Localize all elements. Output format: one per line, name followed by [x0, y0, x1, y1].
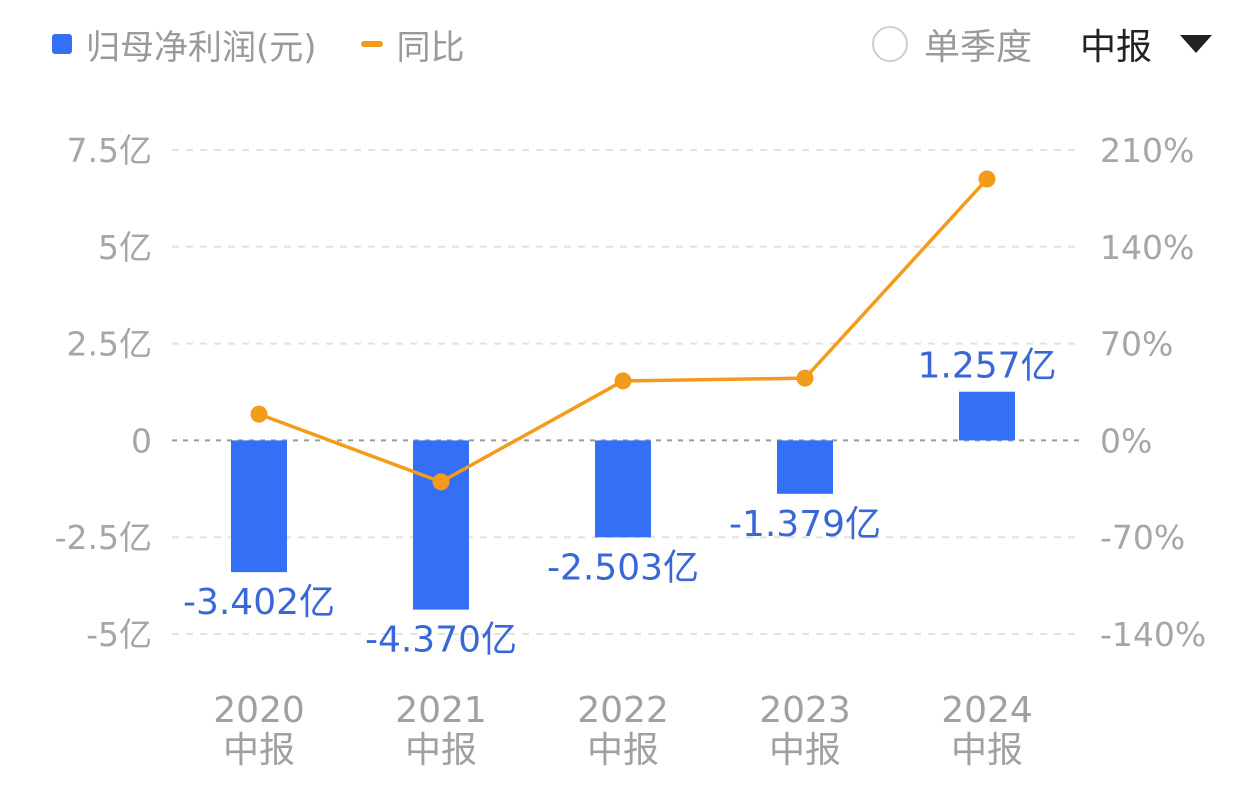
- x-tick-sublabel: 中报: [951, 730, 1023, 771]
- left-tick-label: 2.5亿: [67, 325, 152, 364]
- line-legend-swatch: [360, 41, 383, 47]
- dropdown-caret-icon[interactable]: [1180, 35, 1212, 53]
- period-select[interactable]: 中报: [1079, 27, 1152, 68]
- x-tick-label: 2024: [941, 690, 1033, 731]
- right-tick-label: 210%: [1100, 131, 1194, 170]
- bar: [413, 440, 469, 610]
- x-tick-label: 2022: [577, 690, 669, 731]
- single-quarter-radio[interactable]: [871, 26, 908, 62]
- bar: [959, 391, 1015, 441]
- yoy-point: [796, 369, 814, 387]
- yoy-point: [978, 170, 996, 188]
- yoy-point: [432, 473, 450, 491]
- bar: [777, 440, 833, 494]
- yoy-point: [614, 372, 632, 390]
- right-tick-label: 70%: [1100, 325, 1173, 364]
- bar-series: -3.402亿 -4.370亿 -2.503亿 -1.379亿 1.257亿: [183, 346, 1057, 661]
- bar-legend-swatch: [52, 34, 72, 54]
- bar-value-label: -1.379亿: [729, 504, 881, 545]
- right-axis: 210% 140% 70% 0% -70% -140%: [1100, 131, 1206, 654]
- left-tick-label: -2.5亿: [55, 518, 152, 557]
- left-tick-label: -5亿: [86, 615, 152, 654]
- x-tick-sublabel: 中报: [223, 730, 295, 771]
- line-legend-label: 同比: [396, 27, 465, 68]
- bar-value-label: 1.257亿: [917, 346, 1056, 387]
- x-tick-label: 2020: [213, 690, 305, 731]
- x-tick-sublabel: 中报: [405, 730, 477, 771]
- yoy-line: [258, 177, 989, 484]
- bar: [595, 440, 651, 538]
- left-tick-label: 7.5亿: [67, 131, 152, 170]
- bar-legend-label: 归母净利润(元): [86, 27, 317, 68]
- left-tick-label: 0: [131, 421, 152, 460]
- left-tick-label: 5亿: [98, 228, 152, 267]
- period-controls: 单季度 中报: [871, 14, 1212, 74]
- x-tick-label: 2023: [759, 690, 851, 731]
- left-axis: 7.5亿 5亿 2.5亿 0 -2.5亿 -5亿: [55, 131, 152, 654]
- right-tick-label: -140%: [1100, 615, 1206, 654]
- x-tick-label: 2021: [395, 690, 487, 731]
- bar-value-label: -4.370亿: [365, 620, 517, 661]
- yoy-point: [250, 405, 268, 423]
- x-tick-sublabel: 中报: [587, 730, 659, 771]
- bar-value-label: -3.402亿: [183, 582, 335, 623]
- right-tick-label: 140%: [1100, 228, 1194, 267]
- legend: 归母净利润(元) 同比: [52, 14, 465, 74]
- bar-value-label: -2.503亿: [547, 547, 699, 588]
- bar: [231, 440, 287, 573]
- right-tick-label: 0%: [1100, 421, 1152, 460]
- x-tick-sublabel: 中报: [769, 730, 841, 771]
- line-series: [250, 170, 996, 491]
- right-tick-label: -70%: [1100, 518, 1185, 557]
- single-quarter-label[interactable]: 单季度: [923, 27, 1032, 68]
